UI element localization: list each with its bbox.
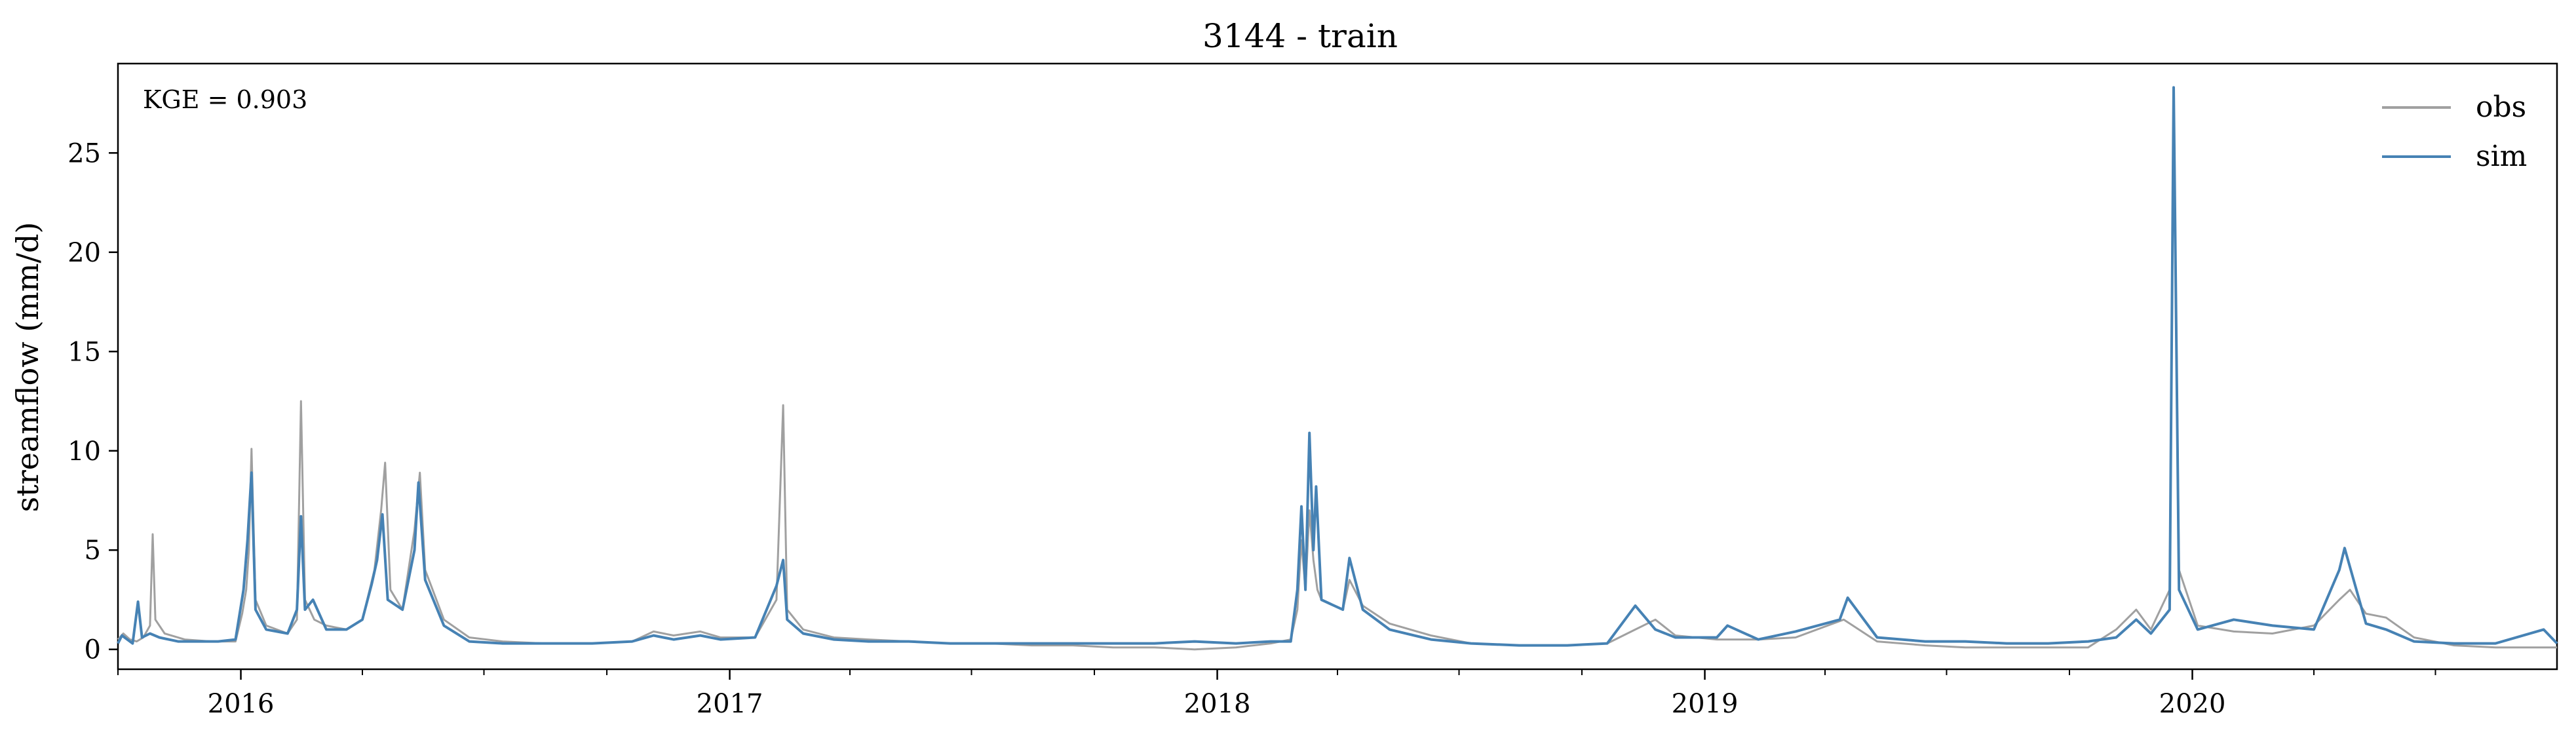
series-line-obs xyxy=(117,86,2557,651)
y-tick-label: 5 xyxy=(85,536,101,566)
chart-title: 3144 - train xyxy=(1202,17,1398,55)
axes: 0 5 10 15 20 25 2016 2017 2018 2019 2020 xyxy=(67,138,2436,719)
series-line-sim xyxy=(117,86,2558,647)
y-axis-label: streamflow (mm/d) xyxy=(10,222,45,513)
x-tick-label: 2020 xyxy=(2159,689,2226,719)
x-tick-label: 2016 xyxy=(208,689,275,719)
plot-area xyxy=(117,62,2558,671)
y-tick-label: 25 xyxy=(67,138,101,168)
y-tick-label: 20 xyxy=(67,238,101,268)
y-tick-label: 10 xyxy=(67,437,101,467)
y-tick-label: 0 xyxy=(85,635,101,665)
y-tick-label: 15 xyxy=(67,337,101,367)
x-tick-label: 2017 xyxy=(697,689,763,719)
legend: obs sim xyxy=(2382,90,2527,173)
x-tick-label: 2019 xyxy=(1672,689,1739,719)
legend-label-obs: obs xyxy=(2476,90,2526,124)
legend-label-sim: sim xyxy=(2476,140,2527,173)
kge-annotation: KGE = 0.903 xyxy=(143,85,307,114)
x-tick-label: 2018 xyxy=(1184,689,1251,719)
series-layer xyxy=(117,86,2558,651)
